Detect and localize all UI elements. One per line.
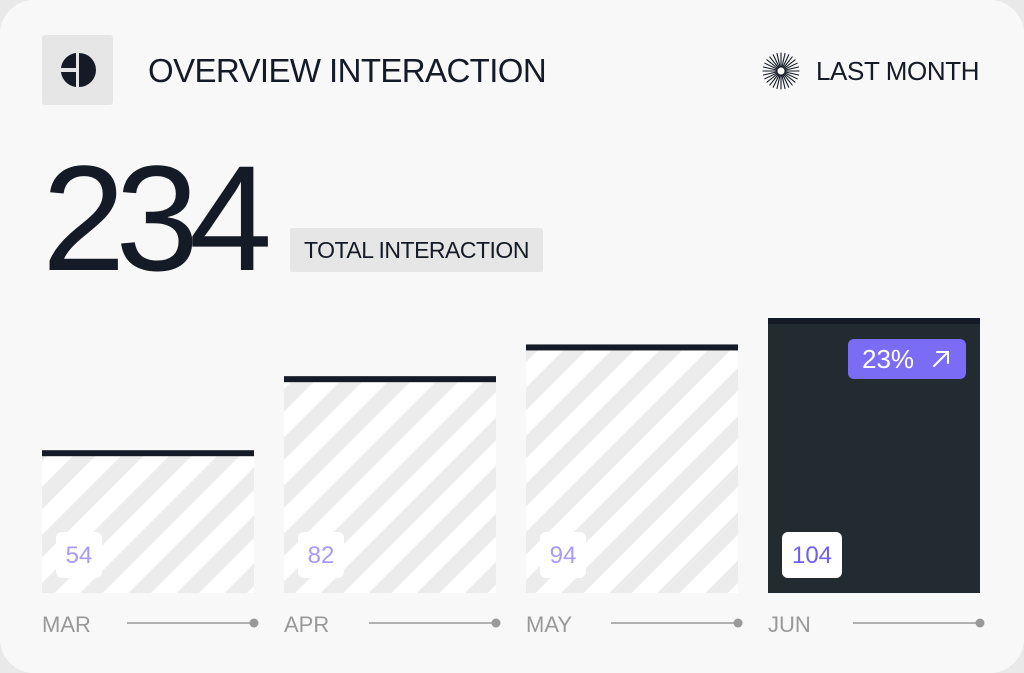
change-badge-label: 23% <box>862 344 914 374</box>
half-circle-logo-icon <box>60 53 96 87</box>
value-label-bg <box>298 532 344 578</box>
change-badge <box>848 339 966 379</box>
value-label-bg <box>782 532 842 578</box>
bar-cap <box>526 344 738 351</box>
total-value: 234 <box>42 134 272 302</box>
period-selector[interactable]: LAST MONTH <box>762 52 980 90</box>
arrow-up-right-icon <box>933 351 949 367</box>
category-label: MAY <box>526 612 572 637</box>
value-label: 104 <box>792 542 832 569</box>
card-title: OVERVIEW INTERACTION <box>148 52 547 89</box>
value-label-bg <box>56 532 102 578</box>
axis-dot <box>249 618 259 628</box>
logo-tile <box>42 35 113 105</box>
category-label: JUN <box>768 612 811 637</box>
sunburst-icon <box>762 52 800 90</box>
value-label: 94 <box>550 542 577 569</box>
bar-cap <box>284 376 496 383</box>
bar-cap <box>42 450 254 457</box>
bar-cap <box>768 318 980 324</box>
period-label: LAST MONTH <box>816 55 980 86</box>
value-label: 54 <box>66 542 93 569</box>
total-label: TOTAL INTERACTION <box>290 228 543 272</box>
category-label: MAR <box>42 612 91 637</box>
axis-dot <box>491 618 501 628</box>
category-label: APR <box>284 612 329 637</box>
value-label: 82 <box>308 542 335 569</box>
value-label-bg <box>540 532 586 578</box>
axis-dot <box>733 618 743 628</box>
axis-dot <box>975 618 985 628</box>
